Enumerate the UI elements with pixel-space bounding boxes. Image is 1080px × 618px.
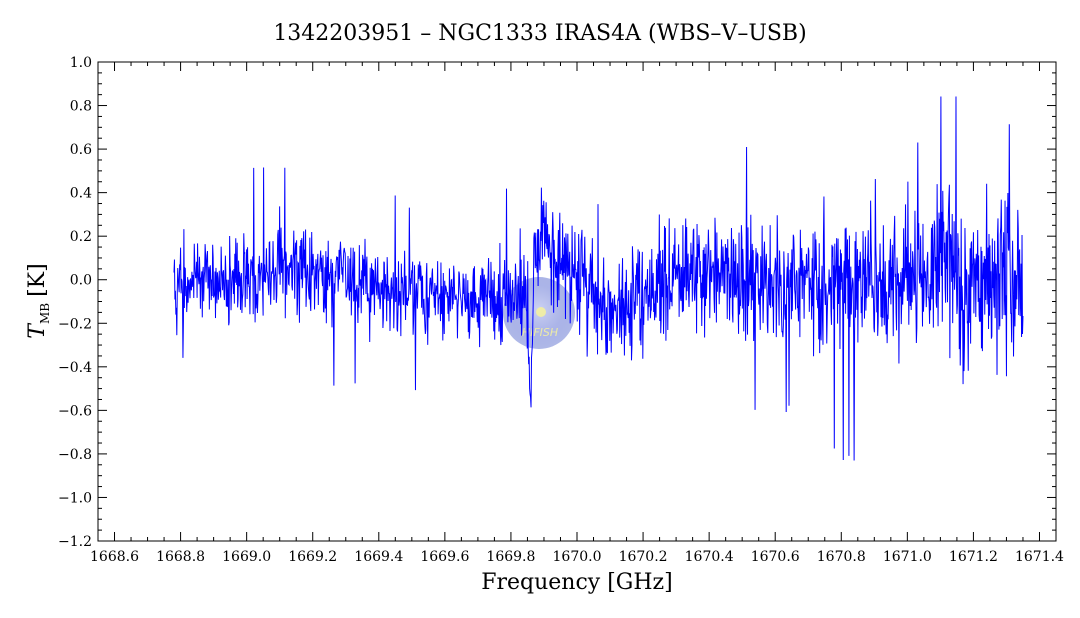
y-tick-label: 0.0 (70, 273, 92, 289)
x-tick-label: 1670.4 (685, 549, 734, 565)
spectrum-line (173, 96, 1024, 461)
x-tick-label: 1670.6 (751, 549, 800, 565)
x-tick-label: 1668.6 (90, 549, 139, 565)
y-tick-label: −0.4 (58, 360, 92, 376)
y-tick-label: 0.2 (70, 229, 92, 245)
y-axis-label-sub: MB (38, 303, 52, 324)
y-tick-label: −0.2 (58, 316, 92, 332)
y-tick-label: −1.2 (58, 534, 92, 550)
y-tick-label: 0.8 (70, 99, 92, 115)
x-tick-label: 1669.8 (486, 549, 535, 565)
x-axis-label: Frequency [GHz] (481, 570, 673, 595)
spectrum-series (173, 96, 1024, 461)
x-tick-label: 1669.6 (420, 549, 469, 565)
x-tick-label: 1671.2 (949, 549, 998, 565)
y-tick-label: −0.8 (58, 447, 92, 463)
y-tick-label: −0.6 (58, 403, 92, 419)
x-tick-label: 1670.2 (619, 549, 668, 565)
x-tick-label: 1668.8 (156, 549, 205, 565)
y-tick-label: 1.0 (70, 55, 92, 71)
x-axis: 1668.6 1668.8 1669.0 1669.2 1669.4 1669.6 1669… (90, 62, 1064, 565)
x-tick-label: 1671.0 (883, 549, 932, 565)
x-tick-label: 1669.4 (354, 549, 403, 565)
chart-title: 1342203951 – NGC1333 IRAS4A (WBS–V–USB) (273, 21, 806, 46)
watermark-text: HIFISH (522, 326, 558, 339)
y-tick-label: 0.4 (70, 186, 92, 202)
watermark-star-icon (536, 307, 546, 317)
y-tick-label: 0.6 (70, 142, 92, 158)
y-axis-label-main: T (25, 322, 50, 339)
x-tick-label: 1670.8 (817, 549, 866, 565)
y-axis-label-unit: [K] (25, 263, 50, 297)
x-tick-label: 1671.4 (1015, 549, 1064, 565)
y-tick-label: −1.0 (58, 490, 92, 506)
y-axis: −1.2 −1.0 −0.8 −0.6 −0.4 −0.2 0.0 0.2 0.4 0.6 0.8 1… (58, 55, 1056, 550)
hifi-logo-watermark: HIFISH (503, 277, 575, 349)
y-axis-label: TMB [K] (25, 263, 52, 338)
x-tick-label: 1670.0 (553, 549, 602, 565)
x-tick-label: 1669.0 (222, 549, 271, 565)
x-tick-label: 1669.2 (288, 549, 337, 565)
